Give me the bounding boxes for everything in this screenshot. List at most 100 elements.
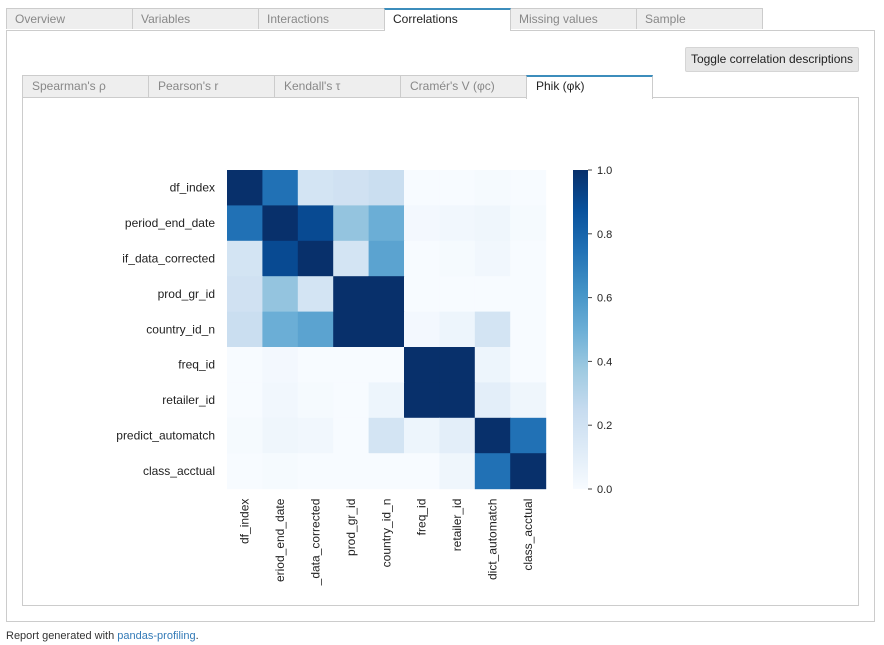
heatmap-cell — [368, 276, 405, 313]
heatmap-cell — [333, 205, 370, 242]
subtab-kendall[interactable]: Kendall's τ — [274, 75, 401, 97]
heatmap-cell — [404, 240, 440, 277]
heatmap-cell — [474, 417, 511, 454]
subtab-spearman[interactable]: Spearman's ρ — [22, 75, 149, 97]
heatmap-cell — [262, 240, 299, 277]
heatmap-cell — [439, 347, 476, 383]
heatmap-cell — [333, 347, 370, 383]
main-tabs: Overview Variables Interactions Correlat… — [6, 8, 763, 31]
heatmap-cell — [404, 170, 440, 206]
heatmap-cell — [404, 276, 440, 313]
column-label: retailer_id — [450, 499, 464, 552]
heatmap-cell — [439, 453, 476, 490]
heatmap-cell — [297, 382, 334, 419]
heatmap-cell — [297, 417, 334, 454]
tab-sample[interactable]: Sample — [636, 8, 763, 29]
row-label: predict_automatch — [116, 429, 215, 443]
column-label: country_id_n — [379, 499, 393, 568]
heatmap-cell — [368, 205, 405, 242]
heatmap-cell — [439, 382, 476, 419]
heatmap-cell — [439, 417, 476, 454]
heatmap-cell — [368, 170, 405, 206]
row-label: class_acctual — [143, 464, 215, 478]
colorbar-tick-label: 0.0 — [597, 484, 612, 496]
heatmap-cell — [227, 240, 263, 277]
heatmap-cell — [227, 276, 263, 313]
row-label: retailer_id — [162, 393, 215, 407]
heatmap-cell — [262, 205, 299, 242]
heatmap-cell — [510, 170, 547, 206]
pandas-profiling-link[interactable]: pandas-profiling — [117, 630, 196, 642]
footer-text: Report generated with — [6, 630, 118, 642]
heatmap-cell — [297, 276, 334, 313]
subtab-pearson[interactable]: Pearson's r — [148, 75, 275, 97]
colorbar-tick-label: 0.2 — [597, 420, 612, 432]
heatmap-cell — [474, 240, 511, 277]
heatmap-cell — [262, 311, 299, 348]
column-label: prod_gr_id — [344, 499, 358, 556]
row-label: df_index — [170, 181, 215, 195]
tab-overview[interactable]: Overview — [6, 8, 133, 29]
heatmap-cell — [368, 382, 405, 419]
heatmap-cell — [297, 240, 334, 277]
heatmap-cell — [474, 205, 511, 242]
column-label: eriod_end_date — [273, 498, 287, 582]
heatmap-cell — [297, 347, 334, 383]
report-footer: Report generated with pandas-profiling. — [6, 630, 199, 642]
heatmap-cell — [510, 205, 547, 242]
heatmap-cell — [227, 382, 263, 419]
toggle-correlation-descriptions-button[interactable]: Toggle correlation descriptions — [685, 47, 859, 72]
heatmap-cell — [333, 417, 370, 454]
heatmap-cell — [227, 417, 263, 454]
heatmap-cell — [510, 417, 547, 454]
subtab-cramers-v[interactable]: Cramér's V (φc) — [400, 75, 527, 97]
row-label: country_id_n — [146, 322, 215, 336]
heatmap-cell — [262, 453, 299, 490]
heatmap-cell — [510, 453, 547, 490]
heatmap-cell — [404, 311, 440, 348]
tab-missing-values[interactable]: Missing values — [510, 8, 637, 29]
column-label: dict_automatch — [486, 499, 500, 580]
tab-correlations[interactable]: Correlations — [384, 8, 511, 31]
heatmap-cell — [333, 382, 370, 419]
heatmap-cell — [510, 240, 547, 277]
heatmap-cell — [368, 240, 405, 277]
colorbar — [573, 170, 588, 489]
heatmap-cell — [404, 205, 440, 242]
row-label: if_data_corrected — [122, 252, 215, 266]
heatmap-cell — [262, 417, 299, 454]
heatmap-cell — [297, 453, 334, 490]
heatmap-cell — [297, 205, 334, 242]
heatmap-cell — [404, 453, 440, 490]
heatmap-cell — [262, 276, 299, 313]
heatmap-cell — [297, 311, 334, 348]
heatmap-cell — [262, 382, 299, 419]
heatmap-cell — [474, 276, 511, 313]
heatmap-cell — [368, 311, 405, 348]
heatmap-cell — [474, 382, 511, 419]
heatmap-cell — [297, 170, 334, 206]
row-label: freq_id — [178, 358, 215, 372]
heatmap-cell — [368, 347, 405, 383]
tab-variables[interactable]: Variables — [132, 8, 259, 29]
heatmap-cell — [510, 382, 547, 419]
column-label: class_acctual — [521, 499, 535, 571]
heatmap-cell — [474, 347, 511, 383]
heatmap-cell — [333, 453, 370, 490]
heatmap-cell — [333, 240, 370, 277]
heatmap-cell — [333, 276, 370, 313]
heatmap-cell — [227, 170, 263, 206]
heatmap-cell — [439, 276, 476, 313]
heatmap-cell — [439, 240, 476, 277]
heatmap-cell — [368, 453, 405, 490]
column-label: _data_corrected — [309, 499, 323, 587]
heatmap-cell — [474, 311, 511, 348]
tab-interactions[interactable]: Interactions — [258, 8, 385, 29]
subtab-phik[interactable]: Phik (φk) — [526, 75, 653, 99]
row-label: prod_gr_id — [158, 287, 215, 301]
heatmap-cell — [227, 205, 263, 242]
heatmap-cell — [368, 417, 405, 454]
footer-suffix: . — [195, 630, 199, 642]
heatmap-cell — [404, 347, 440, 383]
